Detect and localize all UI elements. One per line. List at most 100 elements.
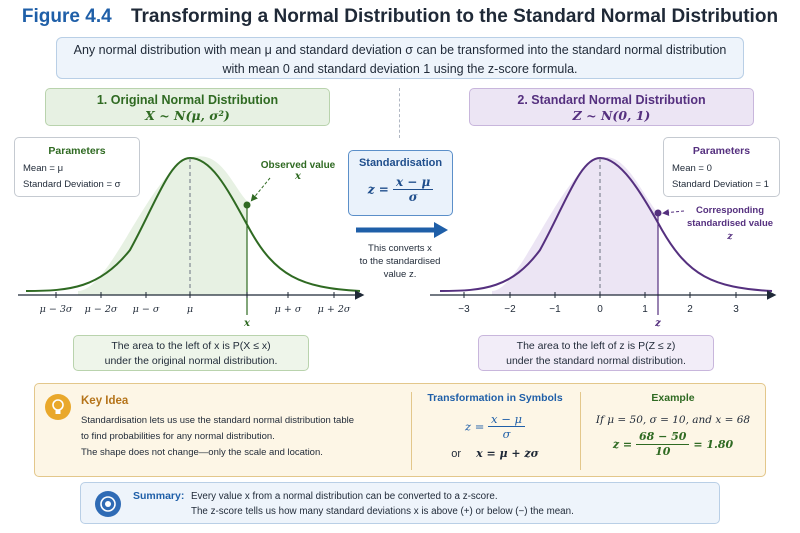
right-z-point <box>654 209 662 217</box>
left-tick-label: μ + σ <box>274 304 302 315</box>
key-idea-title: Key Idea <box>81 395 129 407</box>
symbols-inverse: x = μ + zσ <box>476 447 539 460</box>
left-tick-label: μ − 2σ <box>84 304 118 315</box>
right-area-note: The area to the left of z is P(Z ≤ z) un… <box>478 335 714 371</box>
corresponding-label: Corresponding standardised value z <box>680 204 780 243</box>
left-panel-header: 1. Original Normal Distribution X ~ N(μ,… <box>45 88 330 126</box>
right-params-mean: Mean = 0 <box>672 163 712 174</box>
corresponding-label-2: standardised value <box>686 218 774 229</box>
lightbulb-icon <box>45 394 71 420</box>
observed-label: Observed value x <box>258 160 338 182</box>
right-area-note-2: under the standard normal distribution. <box>506 355 686 367</box>
left-x-marker: x <box>244 318 250 329</box>
left-tick-label: μ <box>186 304 194 315</box>
left-tick-label: μ − σ <box>132 304 160 315</box>
std-formula-fraction: x − μ σ <box>392 175 434 204</box>
middle-note-2: to the standardised <box>359 256 441 267</box>
left-panel-subtitle: X ~ N(μ, σ²) <box>145 108 230 123</box>
corresponding-arrow <box>662 209 685 216</box>
distribution-curves <box>18 156 777 315</box>
example-lhs: z = <box>612 438 633 451</box>
standardisation-box: Standardisation z = x − μ σ <box>348 150 453 216</box>
symbols-or: or <box>451 448 461 460</box>
left-ticks <box>55 292 335 298</box>
symbols-fraction: x − μ σ <box>488 412 525 441</box>
key-idea-line-1: Standardisation lets us use the standard… <box>81 415 355 426</box>
bottom-divider-2 <box>580 392 581 470</box>
right-tick-labels: −3 −2 −1 0 1 2 3 <box>0 304 800 318</box>
right-tick-label: 0 <box>597 304 603 315</box>
example-given: If μ = 50, σ = 10, and x = 68 <box>595 414 751 426</box>
right-panel-header: 2. Standard Normal Distribution Z ~ N(0,… <box>469 88 754 126</box>
left-params-title: Parameters <box>48 145 106 157</box>
right-area-note-1: The area to the left of z is P(Z ≤ z) <box>516 340 676 352</box>
summary-text: Every value x from a normal distribution… <box>191 489 574 519</box>
std-formula-num: x − μ <box>392 175 434 190</box>
left-params-box: Parameters Mean = μ Standard Deviation =… <box>14 137 140 197</box>
right-tick-label: −2 <box>504 304 516 315</box>
corresponding-label-1: Corresponding <box>695 205 765 216</box>
right-params-box: Parameters Mean = 0 Standard Deviation =… <box>663 137 780 197</box>
symbols-title: Transformation in Symbols <box>427 392 563 404</box>
key-idea-line-2: to find probabilities for any normal dis… <box>81 431 275 442</box>
summary-line-2: The z-score tells us how many standard d… <box>191 506 574 517</box>
right-panel-subtitle: Z ~ N(0, 1) <box>572 108 651 123</box>
left-panel-title: 1. Original Normal Distribution <box>96 93 279 107</box>
left-observed-point <box>243 201 251 209</box>
intro-box: Any normal distribution with mean μ and … <box>56 37 744 79</box>
figure-number: Figure 4.4 <box>21 6 112 27</box>
right-shaded-area <box>492 157 658 295</box>
right-tick-label: −3 <box>458 304 470 315</box>
corresponding-var: z <box>727 231 733 242</box>
std-formula-den: σ <box>408 190 418 204</box>
key-idea-line-3: The shape does not change—only the scale… <box>81 447 323 458</box>
target-icon <box>95 491 121 517</box>
bottom-divider-1 <box>411 392 412 470</box>
example-result: = 1.80 <box>693 438 734 451</box>
right-params-title: Parameters <box>692 145 751 157</box>
example-section: Example If μ = 50, σ = 10, and x = 68 z … <box>583 392 763 459</box>
left-tick-label: μ − 3σ <box>39 304 73 315</box>
summary-line-1: Every value x from a normal distribution… <box>191 491 498 502</box>
example-den: 10 <box>655 445 671 458</box>
std-formula-lhs: z = <box>367 182 389 197</box>
left-area-note-1: The area to the left of x is P(X ≤ x) <box>111 340 271 352</box>
right-tick-label: 1 <box>642 304 648 315</box>
middle-note-1: This converts x <box>368 243 432 254</box>
right-panel-title: 2. Standard Normal Distribution <box>517 93 706 107</box>
example-fraction: 68 − 50 10 <box>635 430 690 459</box>
left-tick-label: μ + 2σ <box>317 304 351 315</box>
intro-line-2: with mean 0 and standard deviation 1 usi… <box>222 62 578 76</box>
right-z-marker: z <box>655 318 661 329</box>
figure-title-text: Transforming a Normal Distribution to th… <box>130 6 779 27</box>
symbols-section: Transformation in Symbols z = x − μ σ or… <box>415 392 575 460</box>
summary-label: Summary: <box>133 490 185 502</box>
intro-line-1: Any normal distribution with mean μ and … <box>73 43 727 57</box>
figure-title: Figure 4.4 Transforming a Normal Distrib… <box>0 6 800 28</box>
example-title: Example <box>651 392 695 404</box>
right-tick-label: −1 <box>549 304 561 315</box>
left-tick-labels: μ − 3σ μ − 2σ μ − σ μ μ + σ μ + 2σ <box>0 304 400 318</box>
middle-note: This converts x to the standardised valu… <box>345 242 455 281</box>
right-params-sd: Standard Deviation = 1 <box>672 179 769 190</box>
right-ticks <box>463 292 737 298</box>
observed-var: x <box>295 171 301 182</box>
bottom-panel: Key Idea Standardisation lets us use the… <box>34 383 766 477</box>
summary-box: Summary: Every value x from a normal dis… <box>80 482 720 524</box>
panel-divider <box>399 88 400 138</box>
left-params-sd: Standard Deviation = σ <box>23 179 121 190</box>
symbols-num: x − μ <box>488 412 525 427</box>
left-area-note: The area to the left of x is P(X ≤ x) un… <box>73 335 309 371</box>
left-area-note-2: under the original normal distribution. <box>104 355 278 367</box>
right-tick-label: 2 <box>687 304 693 315</box>
symbols-lhs: z = <box>465 419 485 434</box>
right-tick-label: 3 <box>733 304 739 315</box>
standardisation-title: Standardisation <box>358 157 443 169</box>
transform-arrow-head <box>434 222 448 238</box>
key-idea-text: Standardisation lets us use the standard… <box>81 413 354 461</box>
observed-label-text: Observed value <box>260 160 336 171</box>
symbols-den: σ <box>502 427 511 441</box>
example-num: 68 − 50 <box>635 430 690 445</box>
left-params-mean: Mean = μ <box>23 163 64 174</box>
middle-note-3: value z. <box>383 269 417 280</box>
